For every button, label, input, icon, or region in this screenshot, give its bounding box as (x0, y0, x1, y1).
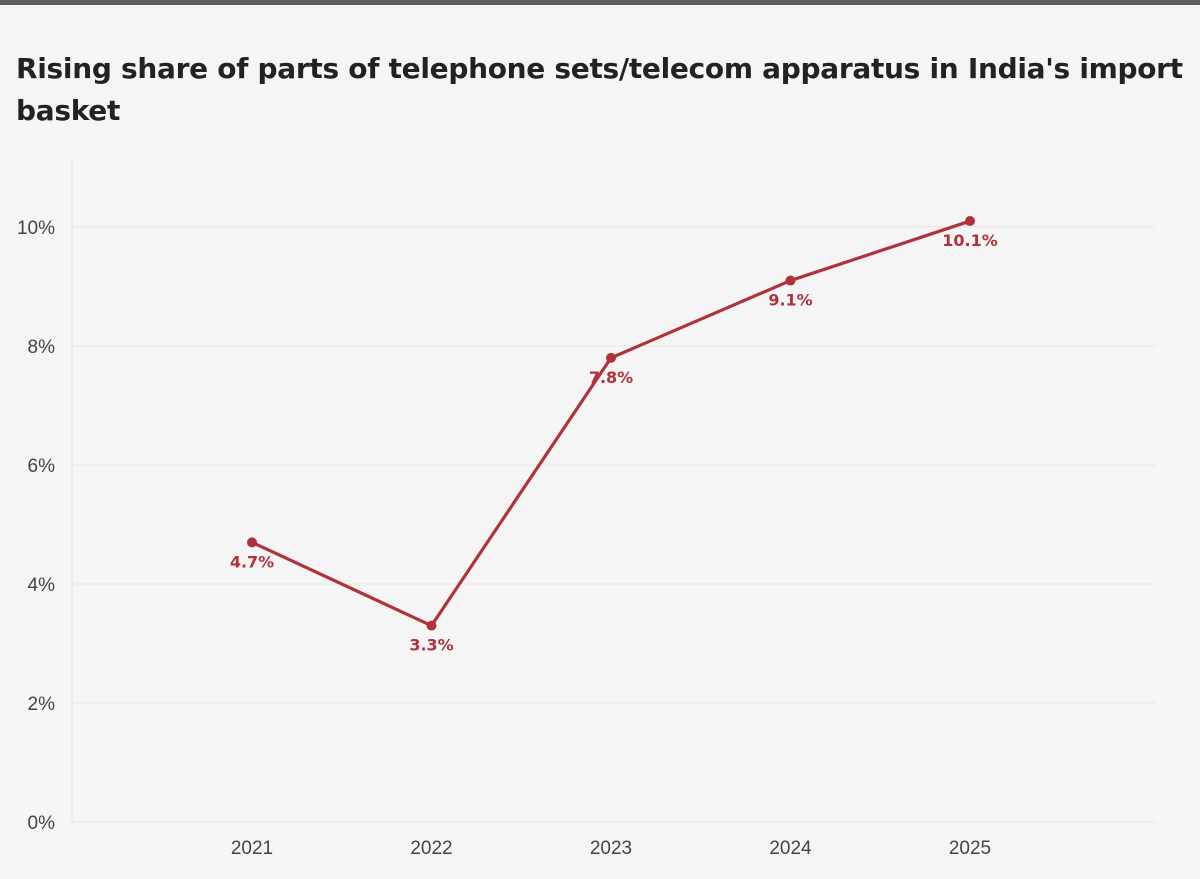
y-tick-label: 6% (28, 456, 56, 477)
x-tick-label: 2021 (231, 838, 273, 859)
x-tick-label: 2024 (769, 838, 812, 859)
data-labels: 4.7% 3.3% 7.8% 9.1% 10.1% (230, 231, 998, 655)
chart-title: Rising share of parts of telephone sets/… (16, 52, 1183, 127)
y-axis-ticks: 0% 2% 4% 6% 8% 10% (17, 218, 55, 834)
y-tick-label: 0% (28, 813, 56, 834)
x-tick-label: 2023 (590, 838, 632, 859)
x-tick-label: 2022 (410, 838, 452, 859)
series-polyline (250, 219, 972, 628)
data-point (785, 275, 796, 286)
series-line (250, 219, 972, 628)
x-tick-label: 2025 (949, 838, 991, 859)
data-point (606, 352, 616, 363)
y-tick-label: 4% (28, 575, 56, 596)
data-points (247, 216, 975, 631)
data-label: 10.1% (942, 231, 998, 250)
y-tick-label: 2% (28, 694, 56, 715)
gridlines (71, 160, 1156, 823)
y-tick-label: 10% (17, 218, 55, 239)
data-point (426, 620, 437, 631)
x-axis-ticks: 2021 2022 2023 2024 2025 (231, 838, 991, 859)
data-label: 7.8% (589, 368, 633, 387)
data-label: 3.3% (409, 636, 453, 655)
data-label: 4.7% (230, 552, 274, 571)
top-bar (0, 0, 1200, 5)
y-tick-label: 8% (28, 337, 56, 358)
data-label: 9.1% (768, 291, 812, 310)
data-point (247, 537, 257, 548)
data-point (965, 216, 975, 227)
